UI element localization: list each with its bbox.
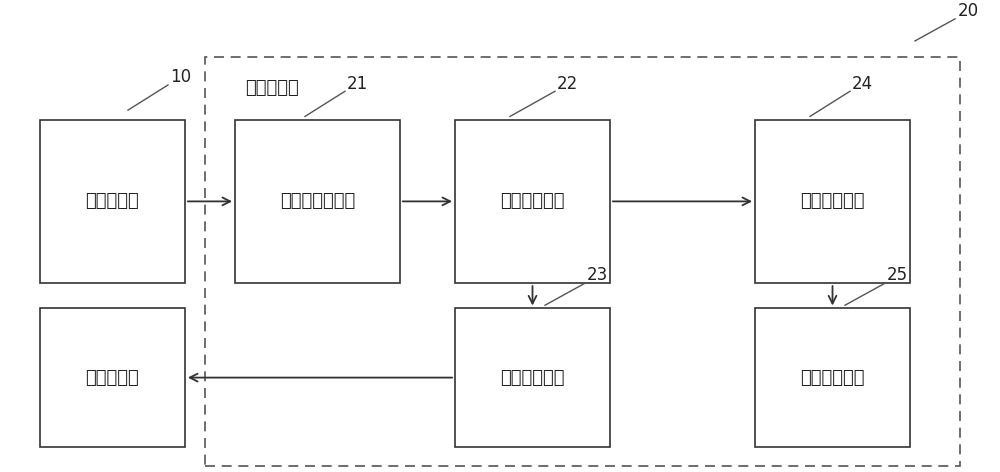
Text: 10: 10 [170, 68, 191, 86]
Text: 一级放大单元: 一级放大单元 [500, 193, 565, 211]
Bar [40, 308, 185, 447]
Text: 22: 22 [557, 75, 578, 93]
Text: 数据处理单元: 数据处理单元 [800, 369, 865, 387]
Bar [455, 308, 610, 447]
Bar [205, 57, 960, 466]
Text: 21: 21 [347, 75, 368, 93]
Text: 冷端温度补偿器: 冷端温度补偿器 [280, 193, 355, 211]
Bar [755, 308, 910, 447]
Text: 温度指示器: 温度指示器 [86, 369, 139, 387]
Text: 23: 23 [587, 267, 608, 285]
Text: 20: 20 [958, 2, 979, 20]
Bar [40, 119, 185, 283]
Bar [455, 119, 610, 283]
Bar [755, 119, 910, 283]
Text: 温度传感器: 温度传感器 [86, 193, 139, 211]
Bar [235, 119, 400, 283]
Text: 24: 24 [852, 75, 873, 93]
Text: 模数转换单元: 模数转换单元 [800, 193, 865, 211]
Text: 电子控制器: 电子控制器 [245, 79, 299, 97]
Text: 25: 25 [887, 267, 908, 285]
Text: 二级放大单元: 二级放大单元 [500, 369, 565, 387]
